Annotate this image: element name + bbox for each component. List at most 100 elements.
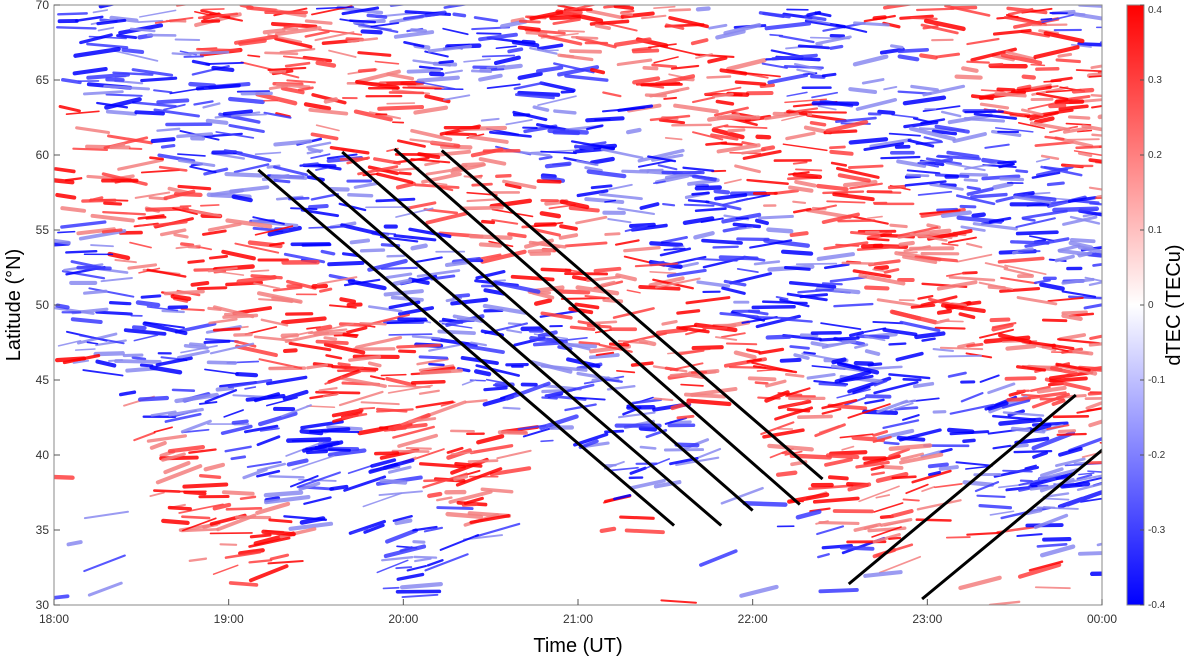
dtec-streak [215,131,255,139]
dtec-streak [817,105,837,111]
dtec-streak [153,108,200,118]
dtec-streak [755,218,769,226]
dtec-streak [529,10,564,21]
dtec-streak [660,236,688,244]
dtec-streak [310,132,339,141]
dtec-streak [1000,276,1037,285]
dtec-streak [1015,169,1029,174]
dtec-streak [54,594,70,600]
dtec-data-texture [54,5,1102,605]
dtec-streak [353,181,379,189]
dtec-streak [510,274,555,282]
dtec-streak [888,447,911,458]
dtec-streak [653,480,682,489]
dtec-streak [1086,72,1102,78]
dtec-streak [1034,586,1071,590]
dtec-streak [341,6,380,16]
dtec-streak [711,127,745,140]
dtec-streak [531,290,555,300]
dtec-streak [1078,472,1095,476]
dtec-streak [626,127,642,135]
dtec-streak [685,296,731,305]
dtec-streak [1061,310,1088,315]
dtec-streak [638,338,657,347]
dtec-streak [722,225,747,233]
dtec-streak [488,130,532,138]
dtec-streak [156,98,190,105]
dtec-streak [203,462,226,472]
dtec-streak [507,232,527,239]
dtec-streak [984,262,1009,269]
dtec-streak [183,490,207,496]
dtec-streak [86,42,129,49]
dtec-streak [450,451,474,456]
dtec-streak [532,340,564,347]
dtec-streak [940,210,972,219]
dtec-streak [200,204,220,207]
dtec-streak [367,305,403,313]
dtec-streak [695,53,713,59]
dtec-streak [872,533,901,544]
dtec-streak [586,8,624,20]
dtec-streak [910,303,936,309]
dtec-streak [369,375,386,381]
colorbar-ticks: 0.4 0.3 0.2 0.1 0 -0.1 -0.2 -0.3 -0.4 [1140,4,1166,611]
dtec-streak [90,213,135,223]
dtec-streak [478,157,507,166]
dtec-streak [665,23,685,30]
dtec-streak [858,273,906,286]
dtec-streak [835,24,868,33]
dtec-streak [286,79,316,84]
dtec-streak [958,312,976,320]
dtec-streak [374,451,400,456]
dtec-streak [140,294,162,299]
dtec-streak [747,376,777,382]
dtec-streak [659,45,701,56]
dtec-streak [116,34,138,40]
dtec-streak [903,120,939,129]
dtec-streak [351,528,368,534]
dtec-streak [328,304,357,309]
dtec-streak [945,536,971,539]
dtec-streak [617,411,656,419]
dtec-streak [353,109,393,122]
dtec-streak [1029,235,1055,242]
dtec-streak [409,138,454,146]
dtec-streak [742,149,782,160]
dtec-streak [872,430,889,437]
dtec-streak [145,215,167,220]
dtec-streak [868,259,901,267]
dtec-streak [329,484,349,491]
dtec-streak [375,172,414,185]
dtec-streak [935,52,961,59]
dtec-streak [238,548,265,556]
dtec-streak [452,12,467,18]
dtec-streak [440,186,454,192]
dtec-streak [163,289,205,296]
dtec-streak [779,298,810,308]
dtec-streak [478,73,503,82]
dtec-streak [649,241,684,248]
dtec-streak [505,381,551,401]
dtec-streak [945,272,965,277]
dtec-streak [416,269,461,278]
dtec-streak [540,311,573,320]
dtec-streak [1060,481,1091,489]
dtec-streak [921,486,936,493]
dtec-streak [805,18,831,25]
dtec-streak [204,368,239,375]
dtec-streak [150,137,176,144]
dtec-streak [573,144,594,152]
dtec-streak [486,83,521,90]
dtec-streak [925,157,962,166]
dtec-streak [137,395,170,402]
dtec-streak [900,399,917,405]
dtec-streak [947,113,993,125]
dtec-streak [575,36,617,49]
dtec-streak [436,496,453,502]
dtec-streak [1006,397,1031,402]
dtec-streak [848,87,878,94]
dtec-streak [586,169,627,179]
dtec-streak [360,29,383,35]
dtec-streak [788,280,837,289]
